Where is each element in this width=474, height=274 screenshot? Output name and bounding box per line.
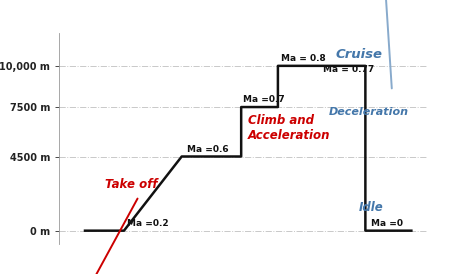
Text: Ma = 0.8: Ma = 0.8	[282, 53, 326, 62]
Text: Idle: Idle	[358, 201, 383, 214]
Text: Ma =0.6: Ma =0.6	[187, 144, 228, 153]
Text: Ma =0: Ma =0	[371, 219, 402, 228]
Text: Ma =0.7: Ma =0.7	[243, 95, 285, 104]
Text: Take off: Take off	[105, 178, 157, 191]
Text: Cruise: Cruise	[336, 48, 383, 61]
Text: Climb and: Climb and	[248, 114, 314, 127]
Text: Ma = 0.77: Ma = 0.77	[323, 65, 374, 74]
Text: Ma =0.2: Ma =0.2	[128, 219, 169, 228]
Text: Acceleration: Acceleration	[248, 129, 331, 142]
Text: Deceleration: Deceleration	[328, 107, 409, 117]
